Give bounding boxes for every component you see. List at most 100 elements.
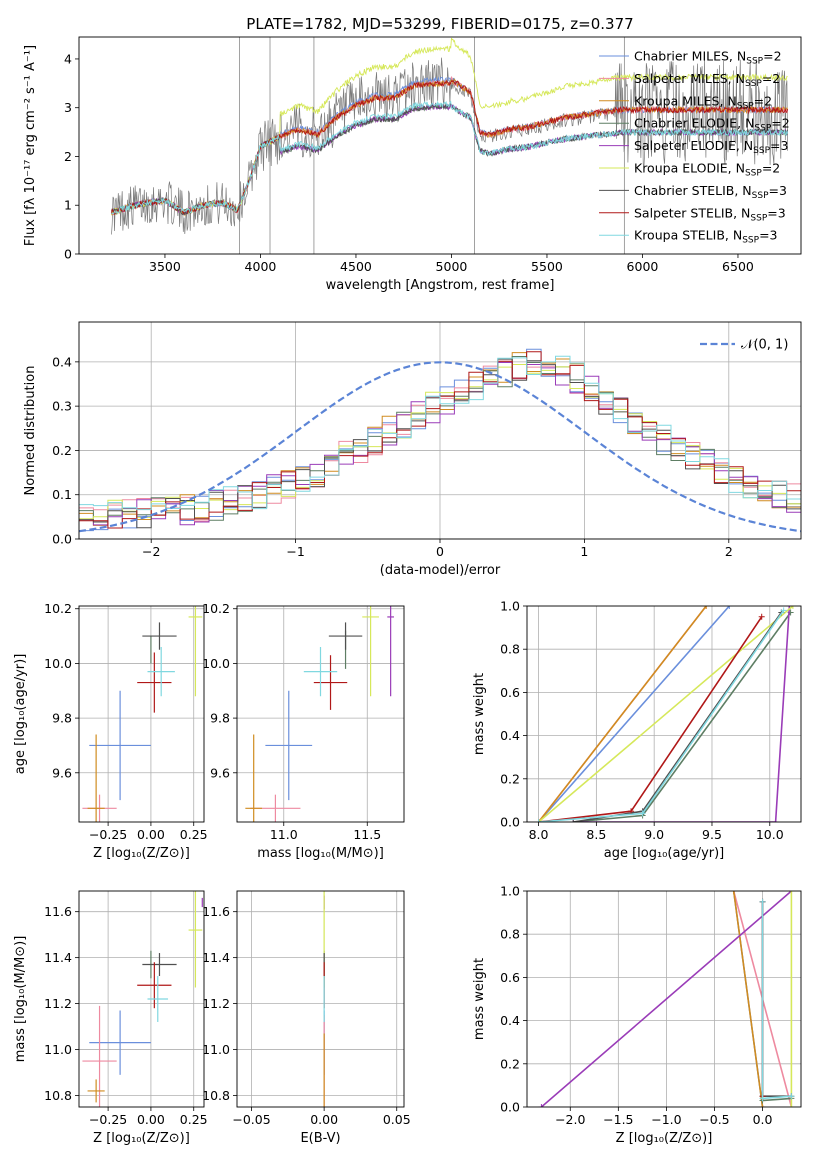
weight-marker	[703, 606, 710, 609]
weight-marker	[772, 819, 779, 822]
legend-entry: Salpeter STELIB, NSSP=3	[634, 205, 786, 223]
weight-marker	[788, 891, 795, 894]
weight-marker	[535, 819, 542, 822]
y-tick-label: 0.8	[500, 927, 520, 942]
axes-frame	[78, 321, 802, 540]
x-tick-label: 0.00	[310, 1112, 338, 1127]
y-tick-label: 10.8	[44, 1088, 72, 1103]
y-axis-label: mass [log₁₀(M/M⊙)]	[13, 936, 28, 1063]
y-tick-label: 4	[64, 51, 72, 66]
y-tick-label: 10.0	[202, 656, 230, 671]
x-tick-label: 11.5	[353, 827, 381, 842]
x-tick-label: 8.0	[529, 827, 549, 842]
x-tick-label: 0.0	[753, 1112, 773, 1127]
model-spectrum-8	[111, 100, 789, 215]
y-axis-label: Normed distribution	[23, 366, 38, 496]
weight-series-8	[761, 901, 792, 1100]
y-tick-label: 0.0	[52, 532, 72, 547]
x-tick-label: 0.00	[137, 1112, 165, 1127]
legend: Chabrier MILES, NSSP=2 Salpeter MILES, NS…	[599, 49, 790, 246]
plots-layer: 3500 4000 4500 5000 5500 6000 6500 0 1 2 3 4 wavelen…	[13, 36, 802, 1146]
x-axis-label: Z [log₁₀(Z/Z⊙)]	[616, 1131, 713, 1146]
x-tick-label: −2.0	[555, 1112, 585, 1127]
legend-entry: Kroupa STELIB, NSSP=3	[634, 228, 778, 246]
plot-age-vs-Z: −0.25 0.00 0.25 9.6 9.8 10.0 10.2 Z [log₁₀(Z/Z⊙…	[13, 601, 208, 861]
x-tick-label: 3500	[149, 259, 181, 274]
x-tick-label: 0.05	[383, 1112, 411, 1127]
y-tick-label: 0.3	[52, 399, 72, 414]
hist-series-5	[79, 364, 801, 520]
x-tick-label: −0.5	[699, 1112, 729, 1127]
y-tick-label: 11.2	[44, 996, 72, 1011]
x-tick-label: −0.25	[89, 1112, 127, 1127]
plot-spectrum: 3500 4000 4500 5000 5500 6000 6500 0 1 2 3 4 wavelen…	[23, 36, 802, 293]
legend-entry: Kroupa ELODIE, NSSP=2	[634, 161, 780, 179]
axes-frame	[526, 605, 802, 823]
y-tick-label: 3	[64, 100, 72, 115]
x-tick-label: −0.05	[232, 1112, 270, 1127]
x-tick-label: −1	[286, 544, 304, 559]
errorbar-point-8	[147, 976, 169, 1022]
plot-area	[237, 606, 404, 822]
y-tick-label: 0.8	[500, 642, 520, 657]
y-tick-label: 0.4	[500, 728, 520, 743]
plot-area	[79, 322, 801, 539]
y-axis-label: mass weight	[472, 673, 487, 755]
x-tick-label: 6500	[722, 259, 754, 274]
errorbar-point-5	[188, 891, 203, 988]
x-tick-label: 1	[580, 544, 588, 559]
errorbar-point-0	[89, 1010, 151, 1075]
y-tick-label: 0.0	[500, 1100, 520, 1115]
weight-series-2	[732, 891, 764, 1107]
weight-series-7	[538, 616, 763, 822]
x-tick-label: −0.25	[89, 827, 127, 842]
x-tick-label: 2	[725, 544, 733, 559]
legend-entry: Chabrier MILES, NSSP=2	[634, 49, 782, 67]
plot-mass-vs-EBV: −0.05 0.00 0.05 10.8 11.0 11.2 11.4 11.6 E(B-V)	[202, 890, 411, 1146]
weight-marker	[570, 819, 577, 822]
y-tick-label: 9.8	[210, 711, 230, 726]
errorbar-point-4	[387, 606, 394, 697]
normal-curve	[79, 361, 801, 533]
x-tick-label: 4000	[245, 259, 277, 274]
y-tick-label: 9.6	[210, 765, 230, 780]
x-tick-label: −1.0	[651, 1112, 681, 1127]
x-tick-label: −2	[142, 544, 160, 559]
x-tick-label: 0	[436, 544, 444, 559]
errorbar-point-8	[303, 647, 338, 697]
weight-series-3	[761, 901, 792, 1102]
y-tick-label: 10.8	[202, 1088, 230, 1103]
y-tick-label: 10.0	[44, 656, 72, 671]
y-tick-label: 0	[64, 247, 72, 262]
errorbar-point-5	[188, 606, 203, 697]
y-tick-label: 11.6	[44, 904, 72, 919]
errorbar-point-0	[265, 690, 313, 801]
errorbar-point-6	[142, 953, 177, 977]
plot-mass-vs-Z: −0.25 0.00 0.25 10.8 11.0 11.2 11.4 11.6 Z [log₁…	[13, 890, 208, 1146]
weight-series-5	[538, 606, 794, 822]
y-tick-label: 11.4	[202, 950, 230, 965]
weight-marker	[538, 1104, 545, 1107]
y-tick-label: 0.2	[500, 1056, 520, 1071]
plot-weight-vs-Z: −2.0 −1.5 −1.0 −0.5 0.0 0.0 0.2 0.4 0.6 0.8 1.0 Z […	[472, 884, 802, 1146]
weight-series-0	[538, 606, 730, 822]
plot-age-vs-mass: 11.0 11.5 9.6 9.8 10.0 10.2 mass [log₁₀(M/M⊙)]	[202, 601, 405, 861]
weight-marker	[780, 607, 787, 614]
x-axis-label: age [log₁₀(age/yr)]	[604, 846, 725, 861]
y-tick-label: 1.0	[500, 884, 520, 899]
x-tick-label: −1.5	[603, 1112, 633, 1127]
y-tick-label: 1.0	[500, 599, 520, 614]
y-tick-label: 0.4	[500, 1013, 520, 1028]
plot-area	[79, 891, 204, 1107]
axes-frame	[236, 890, 405, 1108]
y-tick-label: 0.2	[500, 771, 520, 786]
x-tick-label: 6000	[627, 259, 659, 274]
errorbar-point-7	[137, 652, 172, 713]
y-tick-label: 11.0	[44, 1042, 72, 1057]
errorbar-point-1	[82, 1005, 117, 1107]
weight-series-3	[573, 612, 792, 822]
y-tick-label: 11.0	[202, 1042, 230, 1057]
weight-marker	[758, 613, 765, 620]
y-axis-label: mass weight	[472, 958, 487, 1040]
legend-entry: Chabrier STELIB, NSSP=3	[634, 183, 787, 201]
